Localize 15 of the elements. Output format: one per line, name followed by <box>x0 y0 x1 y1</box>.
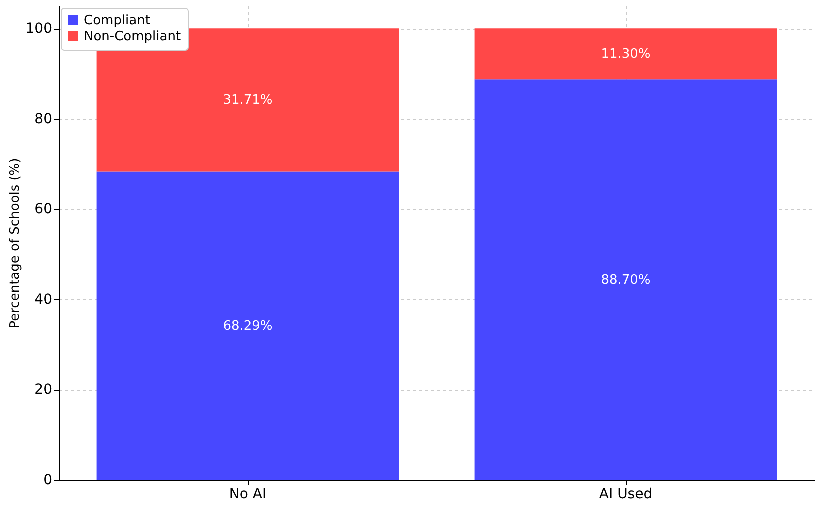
legend-label: Non-Compliant <box>84 30 182 44</box>
y-tick-label: 80 <box>34 111 52 128</box>
y-tick-label: 40 <box>34 292 52 308</box>
data-label: 11.30% <box>601 47 651 62</box>
data-label: 68.29% <box>223 318 273 334</box>
legend-label: Compliant <box>84 14 150 28</box>
data-label: 31.71% <box>223 93 273 108</box>
y-tick-label: 0 <box>44 472 52 488</box>
data-label: 88.70% <box>601 272 651 288</box>
y-tick-label: 60 <box>34 202 52 218</box>
y-axis-title: Percentage of Schools (%) <box>8 158 23 329</box>
x-tick-label: No AI <box>229 486 267 502</box>
x-tick-label: AI Used <box>599 486 653 502</box>
y-tick-label: 100 <box>26 21 52 38</box>
y-tick-label: 20 <box>34 382 52 398</box>
